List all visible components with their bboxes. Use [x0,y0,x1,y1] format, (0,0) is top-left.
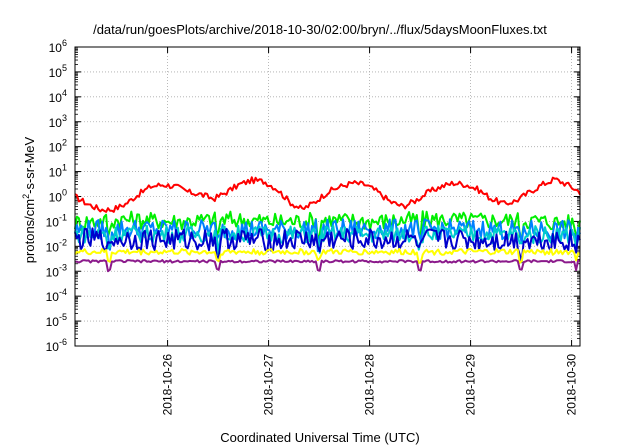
y-tick-label-base: 10 [49,66,63,80]
y-tick-label-base: 10 [49,141,63,155]
y-tick-label-exponent: 4 [62,88,67,98]
y-tick-label-exponent: 3 [62,113,67,123]
x-tick-label: 2018-10-26 [161,354,175,416]
y-tick-label: 105 [49,63,67,80]
y-tick-label-exponent: 2 [62,138,67,148]
y-tick-label-exponent: 1 [62,163,67,173]
plot-frame [74,46,581,347]
series-line [74,259,581,273]
chart-title: /data/run/goesPlots/archive/2018-10-30/0… [93,22,547,37]
y-tick-label-base: 10 [46,215,60,229]
x-tick-label: 2018-10-30 [565,354,579,416]
y-tick-label-exponent: 6 [62,38,67,48]
x-axis-label: Coordinated Universal Time (UTC) [220,430,420,445]
y-tick-label: 10-1 [46,212,67,229]
y-tick-label-exponent: -1 [59,212,67,222]
y-tick-label-exponent: -2 [59,237,67,247]
y-tick-label: 106 [49,38,67,55]
y-tick-label: 100 [49,188,67,205]
y-tick-label-exponent: -4 [59,287,67,297]
y-tick-label-base: 10 [49,41,63,55]
y-tick-label-base: 10 [46,315,60,329]
y-tick-label: 102 [49,138,67,155]
x-tick-label: 2018-10-28 [363,354,377,416]
x-tick-label: 2018-10-29 [464,354,478,416]
y-tick-label: 10-5 [46,312,67,329]
y-tick-label: 10-2 [46,237,67,254]
y-tick-label-base: 10 [49,116,63,130]
series-line [74,176,581,213]
y-tick-label-base: 10 [49,91,63,105]
y-tick-label: 101 [49,163,67,180]
y-tick-label-exponent: -6 [59,337,67,347]
y-tick-label: 10-4 [46,287,67,304]
y-tick-label: 10-6 [46,337,67,354]
y-tick-label-base: 10 [49,191,63,205]
y-tick-label-base: 10 [46,340,60,354]
y-tick-label-base: 10 [46,265,60,279]
y-tick-label: 10-3 [46,262,67,279]
y-tick-label-base: 10 [49,166,63,180]
y-tick-label-exponent: -3 [59,262,67,272]
series-line [74,227,581,264]
y-tick-label-base: 10 [46,240,60,254]
y-tick-label-exponent: 5 [62,63,67,73]
x-tick-label: 2018-10-27 [262,354,276,416]
series-line [74,247,581,264]
y-tick-label-base: 10 [46,290,60,304]
y-tick-label-exponent: -5 [59,312,67,322]
y-tick-label: 104 [49,88,67,105]
y-tick-label-exponent: 0 [62,188,67,198]
y-tick-label: 103 [49,113,67,130]
